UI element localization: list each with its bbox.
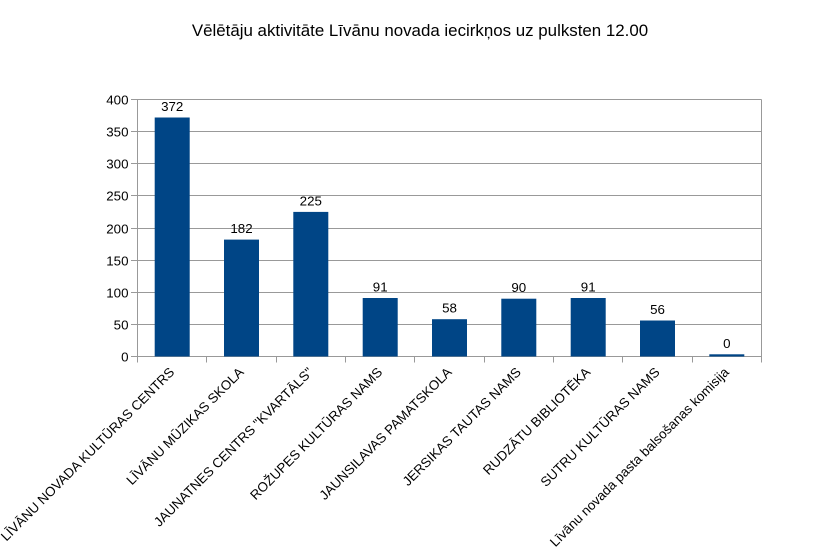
svg-text:91: 91: [373, 280, 388, 295]
svg-text:100: 100: [106, 285, 128, 300]
svg-text:350: 350: [106, 124, 128, 139]
svg-text:90: 90: [511, 280, 526, 295]
svg-text:300: 300: [106, 156, 128, 171]
svg-text:0: 0: [723, 336, 730, 351]
svg-text:250: 250: [106, 188, 128, 203]
svg-text:400: 400: [106, 92, 128, 107]
svg-text:225: 225: [300, 193, 322, 208]
svg-text:91: 91: [581, 280, 596, 295]
svg-text:200: 200: [106, 221, 128, 236]
svg-text:Vēlētāju aktivitāte Līvānu nov: Vēlētāju aktivitāte Līvānu novada iecirk…: [192, 21, 648, 40]
svg-text:58: 58: [442, 301, 457, 316]
svg-text:0: 0: [121, 349, 128, 364]
svg-text:372: 372: [161, 99, 183, 114]
svg-text:182: 182: [230, 221, 252, 236]
svg-text:150: 150: [106, 253, 128, 268]
svg-text:50: 50: [114, 317, 129, 332]
svg-text:56: 56: [650, 302, 665, 317]
